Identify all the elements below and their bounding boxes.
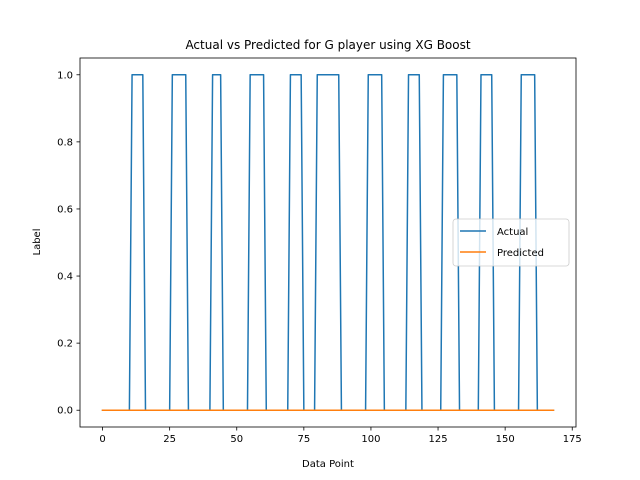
legend-label-actual: Actual — [497, 227, 528, 238]
y-tick-label: 0.0 — [57, 406, 73, 417]
x-axis-label: Data Point — [302, 459, 354, 470]
y-axis-label: Label — [32, 229, 43, 256]
x-axis: 0 25 50 75 100 125 150 175 — [99, 427, 582, 445]
x-tick-label: 150 — [496, 434, 515, 445]
plot-frame — [79, 57, 577, 428]
y-tick-label: 0.6 — [57, 204, 73, 215]
y-tick-label: 0.4 — [57, 272, 73, 283]
x-tick-label: 175 — [563, 434, 582, 445]
y-tick-label: 0.8 — [57, 137, 73, 148]
x-tick-label: 100 — [361, 434, 380, 445]
x-tick-label: 75 — [297, 434, 310, 445]
x-tick-label: 50 — [230, 434, 243, 445]
legend: Actual Predicted — [452, 218, 570, 267]
x-tick-label: 25 — [163, 434, 176, 445]
y-tick-label: 1.0 — [57, 70, 73, 81]
x-tick-label: 0 — [99, 434, 105, 445]
y-axis: 0.0 0.2 0.4 0.6 0.8 1.0 — [57, 70, 80, 417]
x-tick-label: 125 — [428, 434, 447, 445]
legend-label-predicted: Predicted — [497, 248, 544, 259]
chart-title: Actual vs Predicted for G player using X… — [185, 38, 470, 52]
y-tick-label: 0.2 — [57, 339, 73, 350]
